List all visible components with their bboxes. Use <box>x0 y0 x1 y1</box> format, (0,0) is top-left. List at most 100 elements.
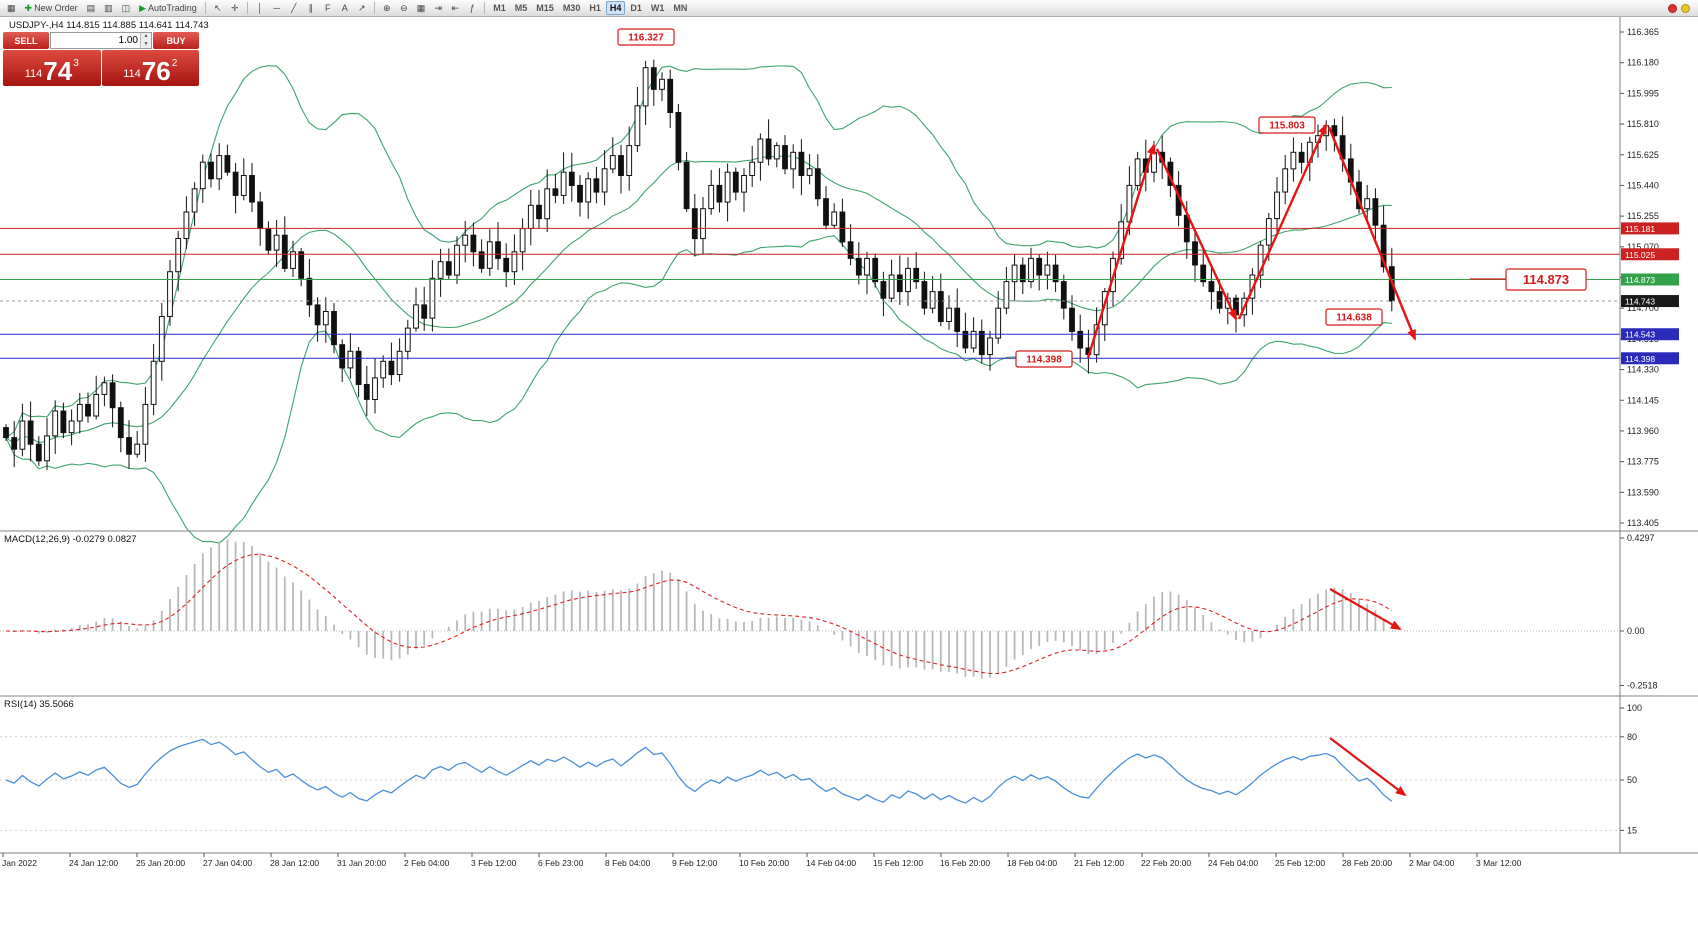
auto-scroll-icon: ⇥ <box>434 2 443 13</box>
sell-price-panel[interactable]: 114 74 3 <box>3 50 101 86</box>
time-axis-label: 6 Feb 23:00 <box>538 858 584 868</box>
candle-body <box>52 410 59 437</box>
timeframe-mn[interactable]: MN <box>673 3 688 13</box>
crosshair-button[interactable]: ✛ <box>227 1 243 15</box>
zoom-in-button[interactable]: ⊕ <box>379 1 395 15</box>
candle-body <box>560 171 567 196</box>
price-callout[interactable] <box>617 28 675 46</box>
main-toolbar: ▦ ✚ New Order ▤ ▥ ◫ ▶ AutoTrading ↖ ✛ │ ─ ╱ ∥ F A ↗ ⊕ ⊖ ▦ ⇥ ⇤… <box>0 0 1698 17</box>
candle-body <box>749 161 756 176</box>
timeframe-d1[interactable]: D1 <box>630 3 642 13</box>
new-order-button[interactable]: ✚ New Order <box>21 1 82 15</box>
price-axis-label: 113.405 <box>1627 518 1659 528</box>
indicators-button[interactable]: ƒ <box>464 1 480 15</box>
candle-body <box>995 307 1002 339</box>
timeframe-m15[interactable]: M15 <box>536 3 554 13</box>
macd-trend-arrow[interactable] <box>1329 588 1402 630</box>
channel-icon: ∥ <box>308 2 314 13</box>
volume-increase-button[interactable]: ▲ <box>141 33 151 41</box>
time-axis-label: Jan 2022 <box>2 858 37 868</box>
price-callout-text: 114.398 <box>1026 355 1062 366</box>
price-tag[interactable] <box>1621 352 1679 365</box>
timeframe-h1[interactable]: H1 <box>589 3 601 13</box>
text-label-button[interactable]: A <box>337 1 353 15</box>
autotrading-button[interactable]: ▶ AutoTrading <box>135 1 201 15</box>
sell-price-sup: 3 <box>73 58 79 69</box>
channel-button[interactable]: ∥ <box>303 1 319 15</box>
rsi-axis-label: 50 <box>1627 775 1637 785</box>
chart-shift-button[interactable]: ⇤ <box>447 1 463 15</box>
toolbar-separator <box>484 2 486 14</box>
trend-arrow[interactable] <box>1237 123 1328 320</box>
candle-body <box>552 188 559 196</box>
macd-label: MACD(12,26,9) -0.0279 0.0827 <box>4 534 137 545</box>
volume-input[interactable] <box>51 33 140 48</box>
time-axis-label: 21 Feb 12:00 <box>1074 858 1124 868</box>
timeframe-m5[interactable]: M5 <box>514 3 528 13</box>
charts-icon-button[interactable]: ▦ <box>3 1 20 15</box>
candle-body <box>782 145 788 170</box>
timeframe-m1[interactable]: M1 <box>493 3 506 13</box>
zoom-in-icon: ⊕ <box>382 2 391 13</box>
buy-button[interactable]: BUY <box>153 32 199 49</box>
vertical-line-button[interactable]: │ <box>252 1 268 15</box>
trendline-button[interactable]: ╱ <box>286 1 302 15</box>
zoom-out-button[interactable]: ⊖ <box>396 1 412 15</box>
candle-body <box>495 241 501 259</box>
price-tag[interactable] <box>1621 273 1679 286</box>
price-callout[interactable] <box>1325 308 1383 326</box>
price-axis-label: 113.775 <box>1627 457 1659 467</box>
candle-body <box>1192 241 1198 266</box>
rsi-trend-arrow[interactable] <box>1329 737 1407 797</box>
trend-arrow[interactable] <box>1086 143 1156 359</box>
terminal-button[interactable]: ◫ <box>118 1 135 15</box>
candle-body <box>1200 264 1207 283</box>
chart-canvas[interactable]: 116.365 116.180 115.995 115.810 115.625 115.4… <box>0 17 1698 941</box>
buy-price-panel[interactable]: 114 76 2 <box>101 50 199 86</box>
price-axis-label: 115.440 <box>1627 180 1659 190</box>
timeframe-w1[interactable]: W1 <box>650 3 665 13</box>
candle-body <box>339 344 346 369</box>
candle-body <box>872 257 879 283</box>
price-tag[interactable] <box>1621 222 1679 235</box>
candle-body <box>741 175 747 193</box>
arrows-object-button[interactable]: ↗ <box>354 1 370 15</box>
time-axis-label: 25 Jan 20:00 <box>136 858 185 868</box>
tile-windows-button[interactable]: ▦ <box>413 1 430 15</box>
price-tag[interactable] <box>1621 248 1679 261</box>
price-tag[interactable] <box>1621 295 1679 308</box>
price-tag[interactable] <box>1621 328 1679 341</box>
price-callout[interactable] <box>1015 350 1073 368</box>
price-callout[interactable] <box>1258 116 1316 134</box>
navigator-button[interactable]: ▥ <box>100 1 117 15</box>
time-axis-label: 24 Jan 12:00 <box>69 858 118 868</box>
horizontal-line-button[interactable]: ─ <box>269 1 285 15</box>
time-axis-label: 15 Feb 12:00 <box>873 858 923 868</box>
volume-decrease-button[interactable]: ▼ <box>141 40 151 48</box>
candle-body <box>265 228 272 251</box>
buy-price-sup: 2 <box>171 58 178 69</box>
trend-arrow[interactable] <box>1155 148 1238 321</box>
candle-body <box>659 78 665 90</box>
candle-body <box>716 184 723 203</box>
market-watch-button[interactable]: ▤ <box>83 1 100 15</box>
indicators-icon: ƒ <box>469 2 475 13</box>
price-callout[interactable] <box>1505 268 1587 291</box>
bollinger-middle-band <box>5 155 1392 445</box>
timeframe-m30[interactable]: M30 <box>562 3 581 13</box>
auto-scroll-button[interactable]: ⇥ <box>430 1 446 15</box>
trend-arrow[interactable] <box>1327 126 1417 341</box>
cursor-button[interactable]: ↖ <box>210 1 226 15</box>
timeframe-h4[interactable]: H4 <box>605 1 626 15</box>
candle-body <box>527 204 534 230</box>
price-axis-label: 113.590 <box>1627 487 1659 497</box>
candle-body <box>864 257 870 276</box>
sell-button[interactable]: SELL <box>3 32 49 49</box>
crosshair-icon: ✛ <box>230 2 239 13</box>
horizontal-line-icon: ─ <box>273 2 280 13</box>
candle-body <box>896 274 903 293</box>
time-axis-label: 8 Feb 04:00 <box>605 858 651 868</box>
candle-body <box>462 234 469 246</box>
candle-body <box>1052 264 1059 283</box>
fibonacci-button[interactable]: F <box>320 1 336 15</box>
